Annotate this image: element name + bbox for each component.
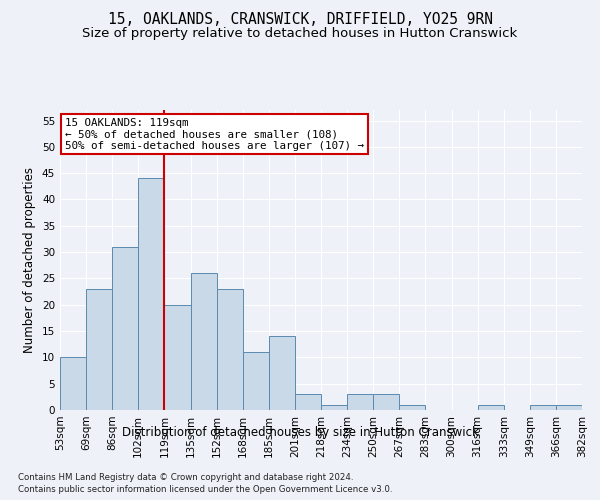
Bar (321, 404, 347, 410)
Bar (217, 289, 243, 410)
Bar (530, 404, 556, 410)
Bar (373, 394, 400, 410)
Bar (112, 247, 139, 410)
Bar (478, 404, 504, 410)
Bar (191, 273, 217, 410)
Text: Size of property relative to detached houses in Hutton Cranswick: Size of property relative to detached ho… (82, 28, 518, 40)
Bar (164, 304, 191, 410)
Y-axis label: Number of detached properties: Number of detached properties (23, 167, 37, 353)
Bar (400, 404, 425, 410)
Bar (295, 394, 321, 410)
Text: 15 OAKLANDS: 119sqm
← 50% of detached houses are smaller (108)
50% of semi-detac: 15 OAKLANDS: 119sqm ← 50% of detached ho… (65, 118, 364, 150)
Text: Contains HM Land Registry data © Crown copyright and database right 2024.: Contains HM Land Registry data © Crown c… (18, 472, 353, 482)
Bar (242, 352, 269, 410)
Text: 15, OAKLANDS, CRANSWICK, DRIFFIELD, YO25 9RN: 15, OAKLANDS, CRANSWICK, DRIFFIELD, YO25… (107, 12, 493, 28)
Bar (86, 289, 112, 410)
Bar (60, 358, 86, 410)
Bar (139, 178, 164, 410)
Text: Contains public sector information licensed under the Open Government Licence v3: Contains public sector information licen… (18, 485, 392, 494)
Bar (556, 404, 582, 410)
Bar (269, 336, 295, 410)
Bar (347, 394, 373, 410)
Text: Distribution of detached houses by size in Hutton Cranswick: Distribution of detached houses by size … (122, 426, 478, 439)
